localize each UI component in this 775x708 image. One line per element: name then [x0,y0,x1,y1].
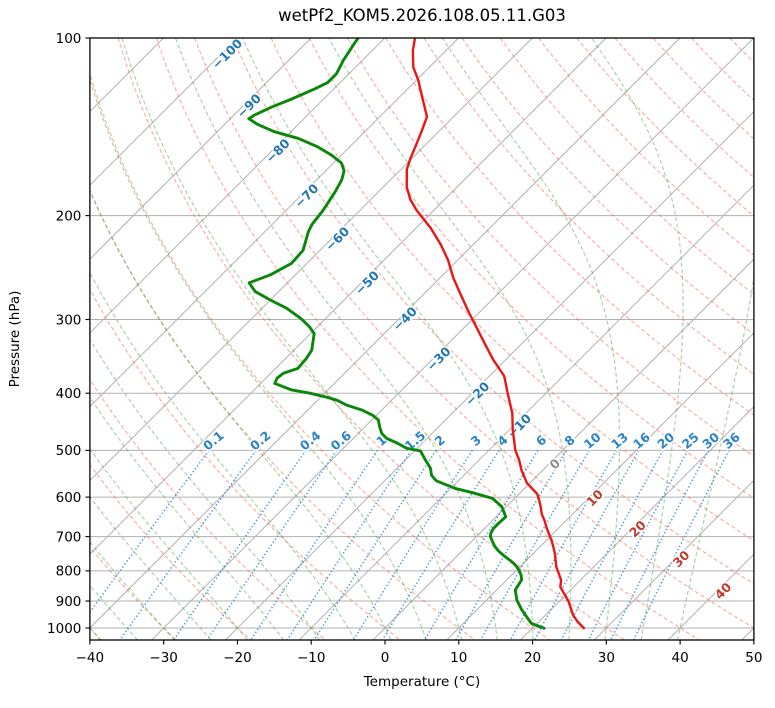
isotherm-line [446,332,754,640]
x-tick-label: 40 [672,650,689,666]
x-tick-label: −30 [149,650,178,666]
y-tick-label: 600 [56,490,82,506]
dry-adiabat-line [194,38,754,629]
isotherm-line [89,38,386,334]
axis-ticks-layer: −40 −30 −20 −10 0 10 20 30 40 50 100 200 300 400 500 60… [47,31,762,666]
moist-adiabat-line [441,38,621,640]
dry-adiabat-line [270,38,754,542]
mixing-ratio-line [206,449,338,640]
mixing-ratio-line [509,450,618,640]
isotherm-line [89,38,459,408]
x-tick-label: 10 [450,650,467,666]
x-tick-label: 30 [598,650,615,666]
moist-adiabat-line [328,38,572,640]
mixing-ratio-line [89,449,210,614]
mixing-ratio-line [381,449,500,640]
dry-adiabat-line [614,38,754,179]
isotherm-line [89,38,681,629]
isotherm-line [298,184,754,640]
y-tick-label: 400 [56,386,82,402]
mixing-ratio-line [352,449,473,640]
dry-adiabat-line [117,38,625,640]
dry-adiabat-line [308,38,754,499]
mixing-ratio-line [250,449,379,640]
dry-adiabat-line [576,38,754,217]
x-tick-label: −20 [223,650,252,666]
dry-adiabat-line [89,189,476,640]
moist-adiabat-line [174,38,498,640]
dry-adiabat-line [538,38,754,256]
chart-title: wetPf2_KOM5.2026.108.05.11.G03 [278,6,566,25]
moist-adiabat-line [89,271,356,640]
moist-adiabat-line [89,78,427,640]
moist-adiabat-line [676,38,754,640]
dry-adiabat-line [89,288,401,640]
x-axis-label: Temperature (°C) [363,674,481,690]
moist-adiabat-line [242,38,534,640]
x-tick-label: 20 [524,650,541,666]
mixing-ratio-line [286,449,412,640]
y-tick-label: 500 [56,443,82,459]
moist-adiabat-line [89,447,248,640]
moist-adiabat-line [89,189,392,640]
y-tick-label: 700 [56,529,82,545]
y-tick-label: 800 [56,564,82,580]
isotherm-line [520,405,754,640]
moist-adiabat-line [591,38,684,640]
isotherm-line [593,479,754,640]
moist-adiabat-line [89,541,175,640]
y-tick-label: 100 [56,31,82,47]
y-tick-label: 1000 [47,621,81,637]
isotherm-line [225,110,754,640]
mixing-ratio-line [313,449,437,640]
dry-adiabat-line [461,38,754,335]
isotherm-line [151,38,754,640]
mixing-ratio-line [610,450,709,640]
mixing-ratio-line [173,449,307,640]
x-tick-label: 0 [381,650,390,666]
x-tick-label: −40 [76,650,105,666]
mixing-ratio-line [423,449,539,640]
temperature-curve [405,38,586,630]
plot-grid-layer [89,38,754,640]
dry-adiabat-line [346,38,754,458]
isotherm-line [89,38,312,260]
isotherm-line [89,38,238,187]
dry-adiabat-line [385,38,754,416]
sounding-curves-layer [247,38,586,630]
dry-adiabat-line [232,38,754,585]
plot-frame [89,37,755,641]
y-tick-label: 900 [56,594,82,610]
x-tick-label: 50 [745,650,762,666]
isotherm-line [89,38,607,555]
dewpoint-curve [247,38,546,630]
moist-adiabat-line [89,495,212,640]
y-axis-label: Pressure (hPa) [7,290,23,388]
isotherm-line [89,38,533,482]
mixing-ratio-line [560,450,664,640]
dry-adiabat-line [89,71,551,640]
isotherm-line [372,258,754,640]
y-tick-label: 200 [56,208,82,224]
y-tick-label: 300 [56,312,82,328]
mixing-ratio-line [587,450,689,640]
moist-adiabat-line [89,338,320,640]
x-tick-label: −10 [297,650,326,666]
mixing-ratio-line [479,450,590,640]
